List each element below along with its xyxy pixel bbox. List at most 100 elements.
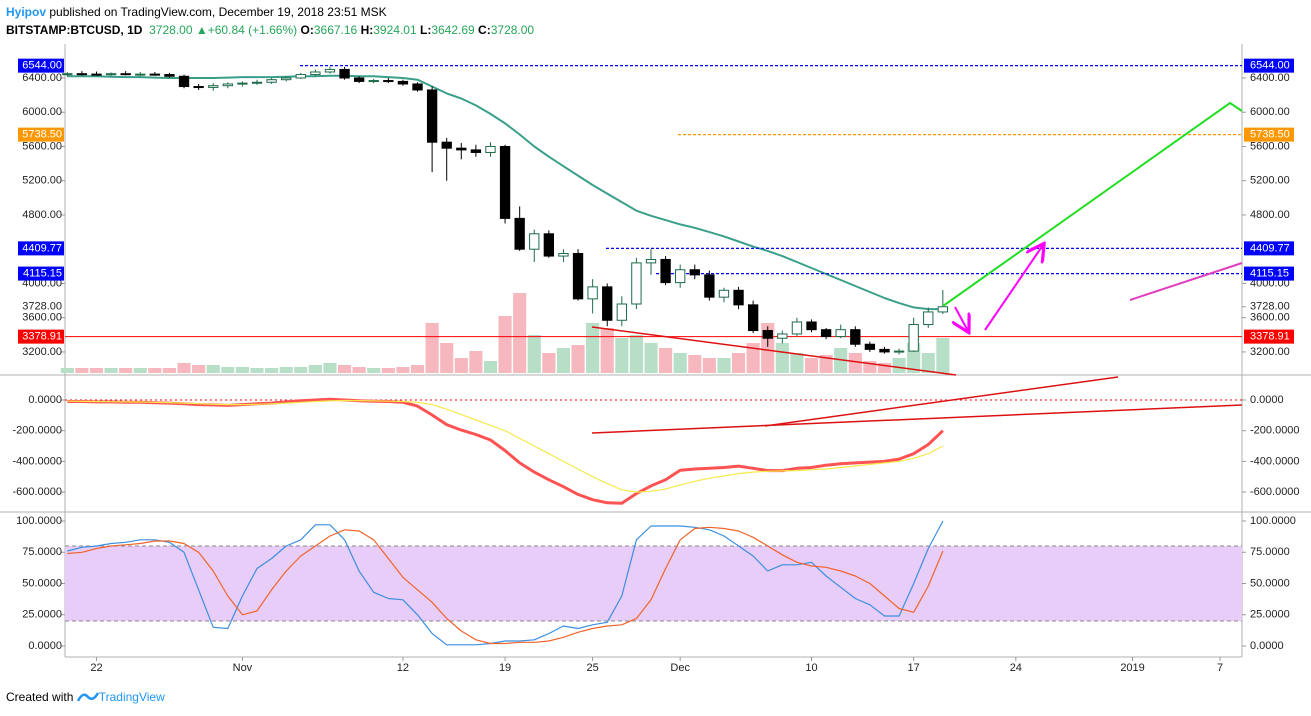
indicator-line [67,399,944,493]
volume-bar [177,363,191,373]
y-label: 3200.00 [1250,346,1290,358]
candle-body [485,145,496,153]
o: 3667.16 [313,23,358,37]
volume-bar [746,343,760,373]
x-tick-label: 2019 [1120,662,1144,674]
candle-body [660,258,671,284]
candle-body [689,269,700,276]
volume-bar [848,353,862,373]
candle-body [704,274,715,298]
trend-line [591,404,1243,434]
c: 3728.00 [490,23,535,37]
candle-body [310,71,321,76]
volume-bar [454,358,468,373]
y-label: 4115.15 [1250,267,1289,279]
drawn-line [1129,262,1243,301]
y-label: -600.0000 [1250,486,1300,498]
drawn-path [942,101,1243,307]
candle-body [879,348,890,353]
band [65,546,1242,621]
moving-average [67,74,943,311]
indicator-line [67,397,944,505]
y-label: 100.0000 [1250,515,1296,527]
y-label: 3600.00 [22,312,62,324]
candle-body [251,81,263,84]
volume-bar [936,338,950,373]
volume-bar [586,323,600,373]
candle-body [149,73,161,76]
volume-bar [892,358,906,373]
y-label: 4800.00 [22,209,62,221]
y-label: 6000.00 [22,106,62,118]
price-label-box [18,127,64,142]
candle-body [91,73,102,76]
candle-body [295,74,306,79]
volume-bar [717,358,731,373]
price-label-box [18,58,64,73]
x-tick-label: 19 [499,662,511,674]
volume-bar [381,368,395,373]
candle-body [76,73,88,76]
y-label: -600.0000 [12,486,62,498]
candle-body [426,89,438,143]
candle-body [441,141,452,149]
candle-body [208,85,219,88]
y-label: 6544.00 [1250,60,1290,72]
volume-bar [673,353,687,373]
volume-bar [659,348,673,373]
x-tick-label: Nov [233,662,253,674]
candle-body [718,289,730,298]
candle-body [339,68,350,79]
price-label-box [1244,241,1294,256]
logo [76,692,99,702]
o-label: O: [300,23,314,37]
drawn-arrow [955,306,968,331]
y-label: 0.0000 [28,394,62,406]
trend-line [764,376,1119,427]
author[interactable]: Hyipov [6,5,47,19]
y-label: 0.0000 [28,640,62,652]
volume-bar [425,323,439,373]
volume-bar [688,355,702,373]
volume-bar [644,343,658,373]
y-label: 6000.00 [1250,106,1290,118]
candle-body [747,304,759,332]
created-with: Created with [6,690,74,704]
change: +60.84 (+1.66%) [207,23,298,37]
y-label: 6400.00 [22,72,62,84]
header: Hyipov published on TradingView.com, Dec… [6,3,534,39]
candle-body [193,86,204,89]
y-label: 100.0000 [16,515,62,527]
arrow: ▲ [195,23,208,37]
h: 3924.01 [373,23,417,37]
candle-body [368,80,379,83]
l: 3642.69 [431,23,475,37]
candle-body [281,77,292,81]
volume-bar [542,353,556,373]
y-label: 0.0000 [1250,640,1284,652]
candle-body [412,83,423,91]
candle-body [616,303,627,321]
y-label: 5200.00 [22,175,62,187]
volume-bar [250,368,264,373]
candle-body [164,74,175,77]
brand[interactable]: TradingView [98,690,165,704]
candle-body [572,252,584,300]
volume-bar [265,368,279,373]
price-label-box [1244,329,1294,344]
price: 3728.00 [149,23,193,37]
y-label: 4409.77 [1250,242,1290,254]
candle-body [893,350,905,353]
y-label: 4115.15 [23,267,62,279]
candle-body [937,306,949,313]
volume-bar [629,335,643,373]
y-label: -200.0000 [1250,425,1300,437]
volume-bar [513,293,527,373]
y-label: 25.0000 [1250,609,1290,621]
volume-bar [877,363,892,373]
y-label: -400.0000 [12,455,62,467]
candle-body [105,73,117,76]
x-tick-label: 24 [1010,662,1022,674]
y-label: 3600.00 [1250,312,1290,324]
